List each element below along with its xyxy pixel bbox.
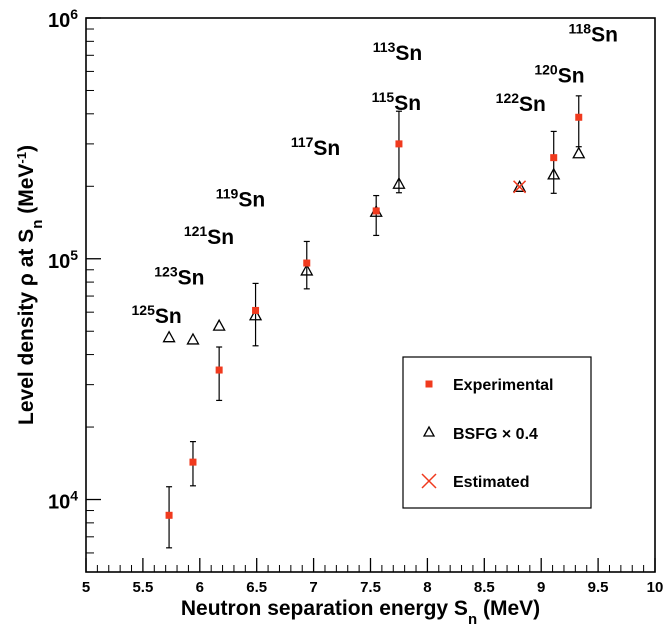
experimental-point [252, 306, 260, 314]
y-axis-title-subscript: n [29, 220, 46, 229]
y-tick-label: 104 [48, 488, 78, 514]
x-tick-label: 5.5 [132, 579, 153, 596]
experimental-point [575, 113, 583, 121]
experimental-point [395, 140, 403, 148]
experimental-point [550, 154, 558, 162]
x-tick-label: 10 [647, 579, 664, 596]
isotope-label: 113Sn [373, 39, 422, 65]
x-axis-title: Neutron separation energy Sn (MeV) [181, 597, 540, 628]
isotope-label: 119Sn [216, 185, 265, 211]
bsfg-point [212, 318, 226, 331]
isotope-label: 123Sn [154, 264, 204, 290]
y-axis-title-close: ) [15, 145, 38, 152]
bsfg-point [512, 179, 527, 192]
legend-estimated-label: Estimated [453, 474, 529, 491]
x-tick-label: 9 [537, 579, 545, 596]
isotope-label: 125Sn [132, 302, 182, 328]
x-tick-label: 6 [196, 579, 204, 596]
y-axis-title-units: (MeV [15, 164, 38, 220]
y-tick-label: 105 [48, 247, 78, 273]
bsfg-point [186, 332, 200, 345]
x-axis-title-main: Neutron separation energy S [181, 597, 468, 620]
x-axis-title-subscript: n [468, 611, 477, 628]
isotope-labels: 125Sn 123Sn 121Sn 119Sn 117Sn 115Sn 113Sn 122Sn… [132, 20, 618, 328]
isotope-label: 115Sn [372, 89, 421, 115]
x-tick-label: 5 [82, 579, 90, 596]
x-tick-label: 7 [309, 579, 317, 596]
legend-estimated-marker [421, 473, 437, 489]
experimental-point [303, 259, 311, 267]
legend-bsfg-label: BSFG × 0.4 [453, 426, 538, 443]
y-axis-title: Level density ρ at Sn (MeV-1) [14, 145, 46, 425]
y-axis-title-main: Level density ρ at S [15, 229, 38, 425]
axes: 5 5.5 6 6.5 7 7.5 8 8.5 9 9.5 10 104 105 106 [48, 6, 663, 596]
legend-box [402, 356, 592, 509]
bsfg-point [162, 330, 176, 343]
x-tick-label: 6.5 [246, 579, 267, 596]
legend-experimental-label: Experimental [453, 377, 553, 394]
y-tick-label: 106 [48, 6, 78, 32]
x-tick-label: 8 [423, 579, 431, 596]
isotope-label: 121Sn [184, 223, 234, 249]
estimated-point [513, 180, 527, 194]
legend-bsfg-marker [422, 425, 436, 437]
y-axis-title-superscript: -1 [14, 152, 29, 164]
experimental-point [215, 366, 223, 374]
experimental-point [189, 458, 197, 466]
experimental-point [165, 511, 173, 519]
x-tick-label: 7.5 [360, 579, 381, 596]
x-tick-label: 9.5 [588, 579, 609, 596]
isotope-label: 120Sn [534, 61, 584, 87]
experimental-point [372, 207, 380, 215]
legend-experimental-marker [425, 380, 433, 388]
bsfg-point [572, 146, 586, 159]
isotope-label: 117Sn [291, 134, 340, 160]
legend: Experimental BSFG × 0.4 Estimated [402, 356, 592, 509]
x-axis-title-units: (MeV) [477, 597, 540, 620]
x-tick-label: 8.5 [474, 579, 495, 596]
data-markers [162, 95, 586, 549]
isotope-label: 118Sn [569, 20, 618, 46]
isotope-label: 122Sn [496, 90, 546, 116]
